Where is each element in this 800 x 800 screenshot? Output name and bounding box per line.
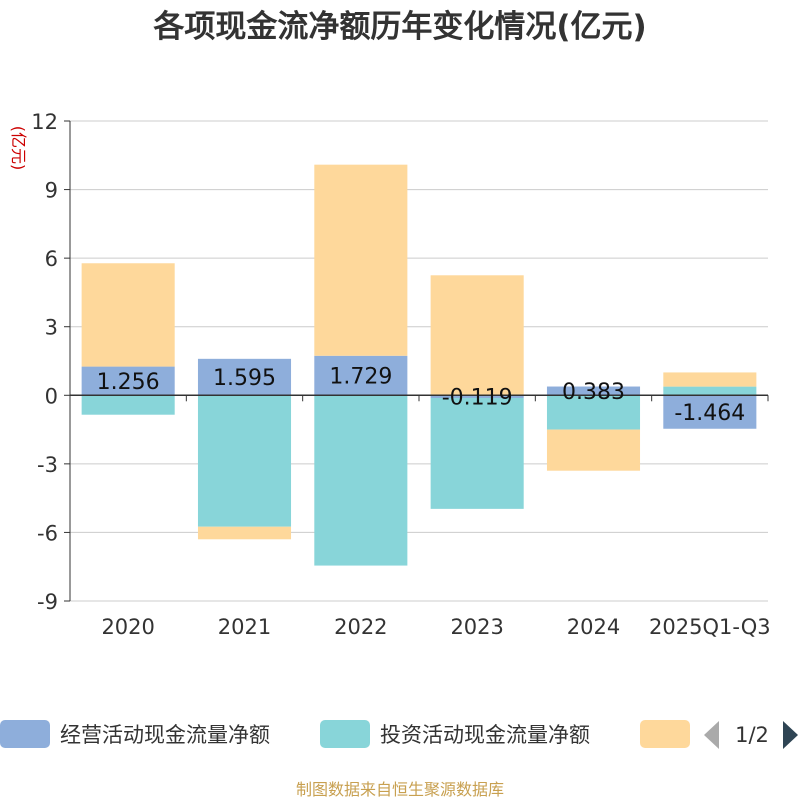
bar-s1-2022[interactable] xyxy=(314,395,408,566)
bar-s1-2020[interactable] xyxy=(81,395,175,415)
x-tick-label-2023: 2023 xyxy=(450,615,503,639)
legend-swatch-investing[interactable] xyxy=(320,720,370,748)
axes-layer: 12 9 6 3 0 -3 -6 -9 2020 2021 2022 2023 2024 2025Q1-Q… xyxy=(31,110,770,639)
y-tick-label-0: 12 xyxy=(31,110,58,134)
chart-title: 各项现金流净额历年变化情况(亿元) xyxy=(152,9,646,45)
bar-s0-2020[interactable] xyxy=(81,366,175,396)
legend-label-investing[interactable]: 投资活动现金流量净额 xyxy=(380,723,590,747)
legend-next-page-icon[interactable] xyxy=(783,721,798,749)
bar-s0-2021[interactable] xyxy=(197,358,292,396)
x-tick-label-2022: 2022 xyxy=(334,615,387,639)
bar-s1-2024[interactable] xyxy=(546,395,641,430)
x-tick-label-2021: 2021 xyxy=(218,615,271,639)
bar-s1-2025Q1-Q3[interactable] xyxy=(663,386,757,396)
data-label-2023: -0.119 xyxy=(442,386,513,411)
bar-s1-2021[interactable] xyxy=(197,395,292,527)
y-tick-label-1: 9 xyxy=(45,179,58,203)
data-labels-layer: 1.256 1.595 1.729 -0.119 0.383 -1.464 xyxy=(97,365,746,426)
y-tick-label-6: -6 xyxy=(37,521,58,545)
y-axis-unit-label: (亿元) xyxy=(9,126,28,171)
data-label-2021: 1.595 xyxy=(213,366,276,391)
data-source-note: 制图数据来自恒生聚源数据库 xyxy=(296,780,504,799)
x-tick-label-2025Q1-Q3: 2025Q1-Q3 xyxy=(649,615,771,639)
y-tick-label-3: 3 xyxy=(45,316,58,340)
y-tick-label-7: -9 xyxy=(37,590,58,614)
bar-s2-2020[interactable] xyxy=(81,263,175,367)
legend-label-operating[interactable]: 经营活动现金流量净额 xyxy=(60,723,270,747)
bar-s0-2022[interactable] xyxy=(314,355,408,396)
data-label-2022: 1.729 xyxy=(329,365,392,390)
bar-s2-2024[interactable] xyxy=(546,429,641,471)
y-tick-label-5: -3 xyxy=(37,453,58,477)
legend-swatch-operating[interactable] xyxy=(0,720,50,748)
legend-swatch-financing[interactable] xyxy=(640,720,690,748)
bar-s0-2025Q1-Q3[interactable] xyxy=(663,395,757,429)
bar-s2-2023[interactable] xyxy=(430,275,524,396)
x-tick-label-2024: 2024 xyxy=(567,615,620,639)
bar-s2-2025Q1-Q3[interactable] xyxy=(663,372,757,387)
data-label-2024: 0.383 xyxy=(562,380,625,405)
data-label-2020: 1.256 xyxy=(97,370,160,395)
x-tick-label-2020: 2020 xyxy=(101,615,154,639)
bar-s2-2021[interactable] xyxy=(197,526,292,540)
bars-layer xyxy=(81,164,757,566)
y-tick-label-2: 6 xyxy=(45,247,58,271)
legend-prev-page-icon[interactable] xyxy=(704,721,719,749)
bar-s0-2024[interactable] xyxy=(546,386,641,396)
legend: 经营活动现金流量净额 投资活动现金流量净额 1/2 xyxy=(0,720,798,749)
bar-s1-2023[interactable] xyxy=(430,398,524,509)
bar-s0-2023[interactable] xyxy=(430,395,524,399)
legend-page-indicator: 1/2 xyxy=(735,723,769,747)
grid-lines xyxy=(70,120,768,602)
y-tick-label-4: 0 xyxy=(45,384,58,408)
bar-s2-2022[interactable] xyxy=(314,164,408,356)
data-label-2025Q1-Q3: -1.464 xyxy=(674,401,745,426)
